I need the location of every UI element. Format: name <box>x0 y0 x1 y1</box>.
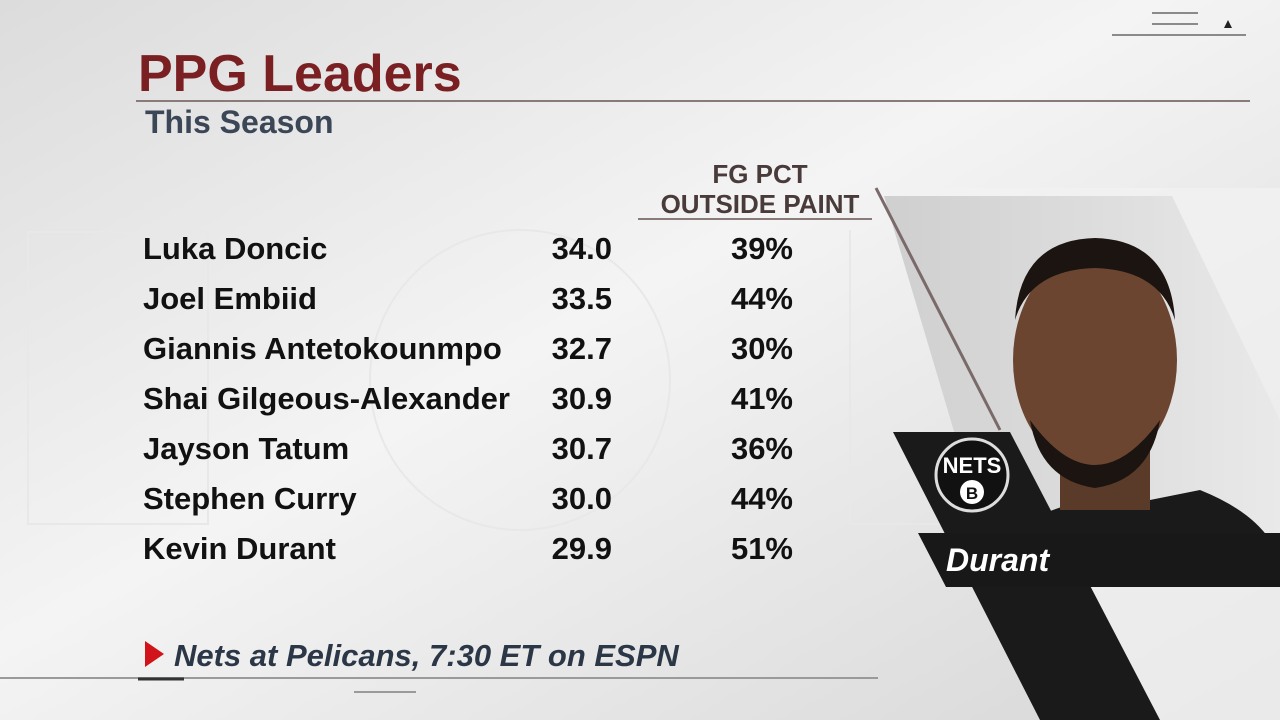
player-name: Shai Gilgeous-Alexander <box>143 381 510 416</box>
ppg: 30.9 <box>552 381 612 416</box>
ppg: 30.7 <box>552 431 612 466</box>
promo-arrow <box>145 641 164 667</box>
team-logo: NETS B <box>934 437 1010 513</box>
team-logo-text: NETS <box>943 453 1002 478</box>
fg-pct: 41% <box>731 381 793 416</box>
panel-edge <box>874 187 1002 431</box>
ppg: 34.0 <box>552 231 612 266</box>
player-name: Jayson Tatum <box>143 431 349 466</box>
title: PPG Leaders <box>138 45 462 103</box>
promo-text: Nets at Pelicans, 7:30 ET on ESPN <box>174 638 679 673</box>
subtitle: This Season <box>145 104 334 140</box>
decoration <box>1112 12 1246 36</box>
name-banner <box>918 533 1280 587</box>
fg-pct: 44% <box>731 281 793 316</box>
player-name: Kevin Durant <box>143 531 336 566</box>
ppg: 33.5 <box>552 281 612 316</box>
fg-pct: 36% <box>731 431 793 466</box>
fg-pct: 51% <box>731 531 793 566</box>
team-logo-letter: B <box>966 484 978 503</box>
player-name: Joel Embiid <box>143 281 317 316</box>
column-header: FG PCT <box>712 159 807 189</box>
ppg: 32.7 <box>552 331 612 366</box>
decoration-arrow <box>1224 20 1232 28</box>
column-header: OUTSIDE PAINT <box>661 189 860 219</box>
table: Luka Doncic 34.0 39% Joel Embiid 33.5 44% Gian… <box>143 231 793 566</box>
player-name: Giannis Antetokounmpo <box>143 331 502 366</box>
fg-pct: 44% <box>731 481 793 516</box>
ppg: 30.0 <box>552 481 612 516</box>
ppg: 29.9 <box>552 531 612 566</box>
player-name: Luka Doncic <box>143 231 327 266</box>
fg-pct: 39% <box>731 231 793 266</box>
fg-pct: 30% <box>731 331 793 366</box>
player-name: Stephen Curry <box>143 481 357 516</box>
player-name: Durant <box>946 542 1050 578</box>
